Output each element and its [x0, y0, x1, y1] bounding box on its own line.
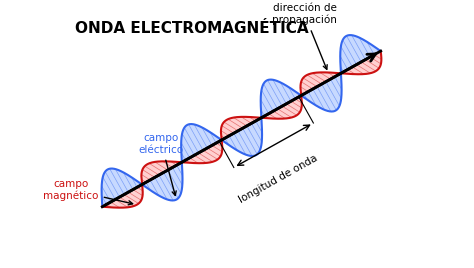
Polygon shape — [337, 52, 382, 74]
Text: dirección de
propagación: dirección de propagación — [272, 3, 337, 69]
Polygon shape — [102, 185, 143, 208]
Polygon shape — [101, 169, 142, 207]
Polygon shape — [220, 118, 262, 156]
Polygon shape — [298, 74, 342, 111]
Polygon shape — [259, 96, 302, 119]
Text: longitud de onda: longitud de onda — [237, 153, 319, 205]
Polygon shape — [260, 80, 300, 121]
Polygon shape — [300, 72, 339, 97]
Polygon shape — [339, 35, 379, 77]
Polygon shape — [181, 124, 221, 164]
Text: campo
eléctrico: campo eléctrico — [139, 133, 184, 195]
Polygon shape — [141, 161, 181, 185]
Polygon shape — [181, 140, 222, 163]
Text: campo
magnético: campo magnético — [43, 179, 133, 205]
Polygon shape — [221, 117, 260, 141]
Text: ONDA ELECTROMAGNÉTICA: ONDA ELECTROMAGNÉTICA — [75, 21, 309, 36]
Polygon shape — [141, 163, 182, 200]
